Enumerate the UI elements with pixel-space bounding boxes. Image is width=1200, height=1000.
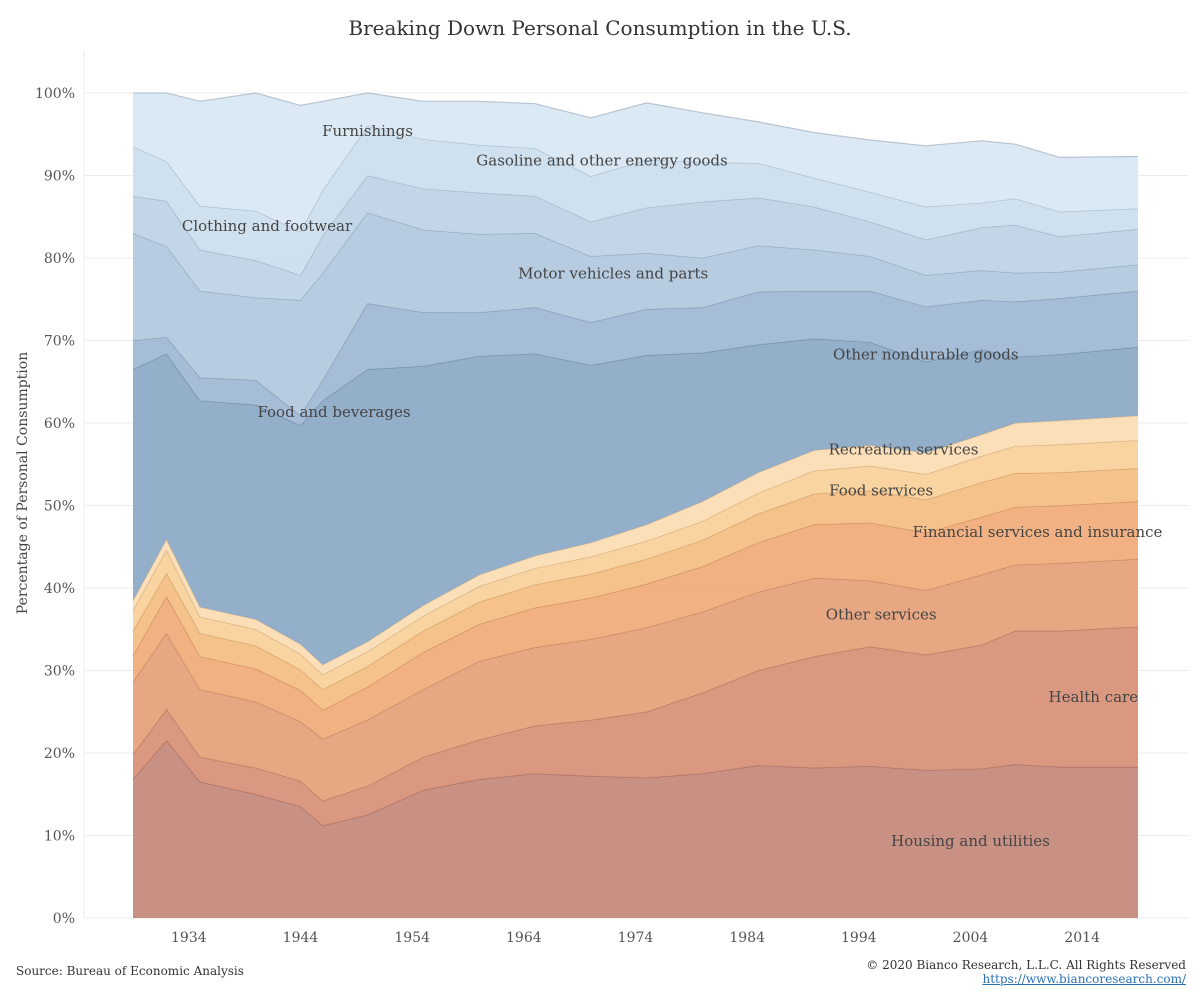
x-tick-label: 1994 (841, 930, 877, 946)
x-tick-label: 1954 (394, 930, 430, 946)
y-tick-label: 90% (44, 169, 75, 185)
area-labels: Housing and utilities Health care Other se… (182, 122, 1163, 850)
y-tick-label: 50% (44, 499, 75, 515)
source-link[interactable]: https://www.biancoresearch.com/ (982, 972, 1186, 986)
x-tick-label: 1984 (729, 930, 765, 946)
chart-title: Breaking Down Personal Consumption in th… (348, 16, 852, 40)
x-tick-label: 2014 (1064, 930, 1100, 946)
area-label: Other services (826, 605, 937, 623)
area-label: Recreation services (829, 440, 979, 458)
x-tick-label: 2004 (953, 930, 989, 946)
y-axis-ticks: 0% 10% 20% 30% 40% 50% 60% 70% 80% 90% 100% (35, 86, 75, 927)
area-furnishings (133, 126, 1138, 276)
y-tick-label: 0% (53, 911, 75, 927)
area-other-nondurable-goods (133, 415, 1138, 675)
area-financial-services-and-insurance (133, 501, 1138, 739)
source-note: Source: Bureau of Economic Analysis (16, 964, 244, 978)
area-other-services (133, 559, 1138, 801)
area-health-care (133, 626, 1138, 826)
x-tick-label: 1964 (506, 930, 542, 946)
area-food-services (133, 468, 1138, 711)
x-tick-label: 1934 (171, 930, 207, 946)
area-housing-and-utilities (133, 740, 1138, 918)
area-label: Financial services and insurance (913, 523, 1163, 541)
area-label: Food services (829, 482, 933, 500)
area-edge-top-remainder (133, 92, 1139, 159)
area-layers (132, 92, 1139, 918)
x-tick-label: 1974 (618, 930, 654, 946)
area-label: Motor vehicles and parts (518, 265, 708, 283)
y-tick-label: 40% (44, 581, 75, 597)
y-axis-label: Percentage of Personal Consumption (15, 352, 31, 614)
area-top-remainder (133, 93, 1138, 232)
x-axis-ticks: 1934 1944 1954 1964 1974 1984 1994 2004 2014 (171, 930, 1100, 946)
y-tick-label: 80% (44, 251, 75, 267)
copyright-note: © 2020 Bianco Research, L.L.C. All Right… (866, 958, 1186, 972)
area-label: Clothing and footwear (182, 217, 353, 235)
x-tick-label: 1944 (283, 930, 319, 946)
area-gasoline-and-other-energy-goods (133, 175, 1138, 301)
area-label: Gasoline and other energy goods (476, 152, 727, 170)
area-clothing-and-footwear (133, 212, 1138, 416)
area-motor-vehicles-and-parts (133, 291, 1138, 426)
area-recreation-services (133, 440, 1138, 690)
area-label: Other nondurable goods (833, 345, 1019, 363)
y-tick-label: 30% (44, 664, 75, 680)
y-tick-label: 10% (44, 829, 75, 845)
area-food-and-beverages (133, 338, 1138, 665)
area-label: Housing and utilities (891, 832, 1050, 850)
area-label: Food and beverages (257, 403, 410, 421)
area-label: Furnishings (322, 122, 413, 140)
y-tick-label: 70% (44, 334, 75, 350)
y-tick-label: 60% (44, 416, 75, 432)
y-tick-label: 100% (35, 86, 75, 102)
y-tick-label: 20% (44, 746, 75, 762)
area-label: Health care (1049, 688, 1139, 706)
